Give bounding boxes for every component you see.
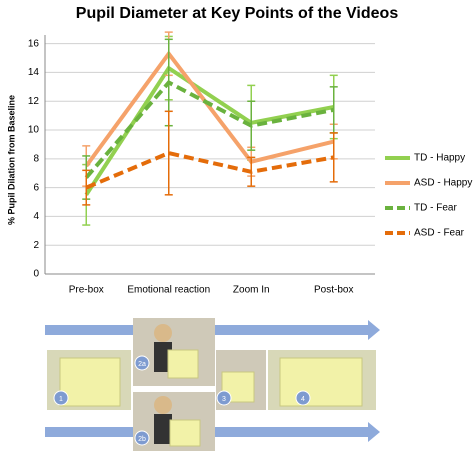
legend-label: TD - Fear bbox=[414, 203, 457, 214]
y-tick-label: 8 bbox=[33, 153, 39, 164]
y-tick-label: 2 bbox=[33, 240, 39, 251]
panel-badge bbox=[216, 390, 232, 406]
x-tick-label: Post-box bbox=[314, 285, 353, 296]
error-bar bbox=[82, 169, 91, 206]
x-tick-label: Zoom In bbox=[233, 285, 270, 296]
chart-title: Pupil Diameter at Key Points of the Vide… bbox=[76, 5, 399, 22]
panel-badge bbox=[134, 355, 150, 371]
legend-label: TD - Happy bbox=[414, 153, 465, 164]
person bbox=[154, 324, 172, 342]
y-tick-label: 4 bbox=[33, 211, 39, 222]
panel-label: 2b bbox=[138, 436, 146, 443]
panel-label: 1 bbox=[59, 396, 63, 403]
line bbox=[84, 80, 335, 179]
panel-badge bbox=[295, 390, 311, 406]
legend-label: ASD - Fear bbox=[414, 228, 465, 239]
x-tick-label: Emotional reaction bbox=[127, 285, 210, 296]
y-axis-label: % Pupil Dilation from Baseline bbox=[6, 95, 16, 225]
error-bar bbox=[164, 110, 173, 196]
box bbox=[169, 419, 201, 447]
line bbox=[84, 50, 335, 168]
line bbox=[84, 65, 335, 196]
line bbox=[85, 150, 335, 190]
x-tick-label: Pre-box bbox=[69, 285, 104, 296]
y-tick-label: 0 bbox=[33, 269, 39, 280]
panel-label: 3 bbox=[222, 396, 226, 403]
box bbox=[167, 349, 199, 379]
person bbox=[154, 414, 172, 444]
legend-label: ASD - Happy bbox=[414, 178, 472, 189]
person bbox=[154, 396, 172, 414]
box bbox=[279, 357, 363, 407]
y-tick-label: 16 bbox=[28, 38, 40, 49]
photo-strip bbox=[45, 318, 380, 451]
y-tick-label: 14 bbox=[28, 67, 40, 78]
panel-badge bbox=[134, 430, 150, 446]
y-tick-label: 12 bbox=[28, 96, 40, 107]
panel-label: 2a bbox=[138, 361, 146, 368]
panel-badge bbox=[53, 390, 69, 406]
y-tick-label: 6 bbox=[33, 182, 39, 193]
y-tick-label: 10 bbox=[28, 125, 40, 136]
panel-label: 4 bbox=[301, 396, 305, 403]
box bbox=[59, 357, 121, 407]
